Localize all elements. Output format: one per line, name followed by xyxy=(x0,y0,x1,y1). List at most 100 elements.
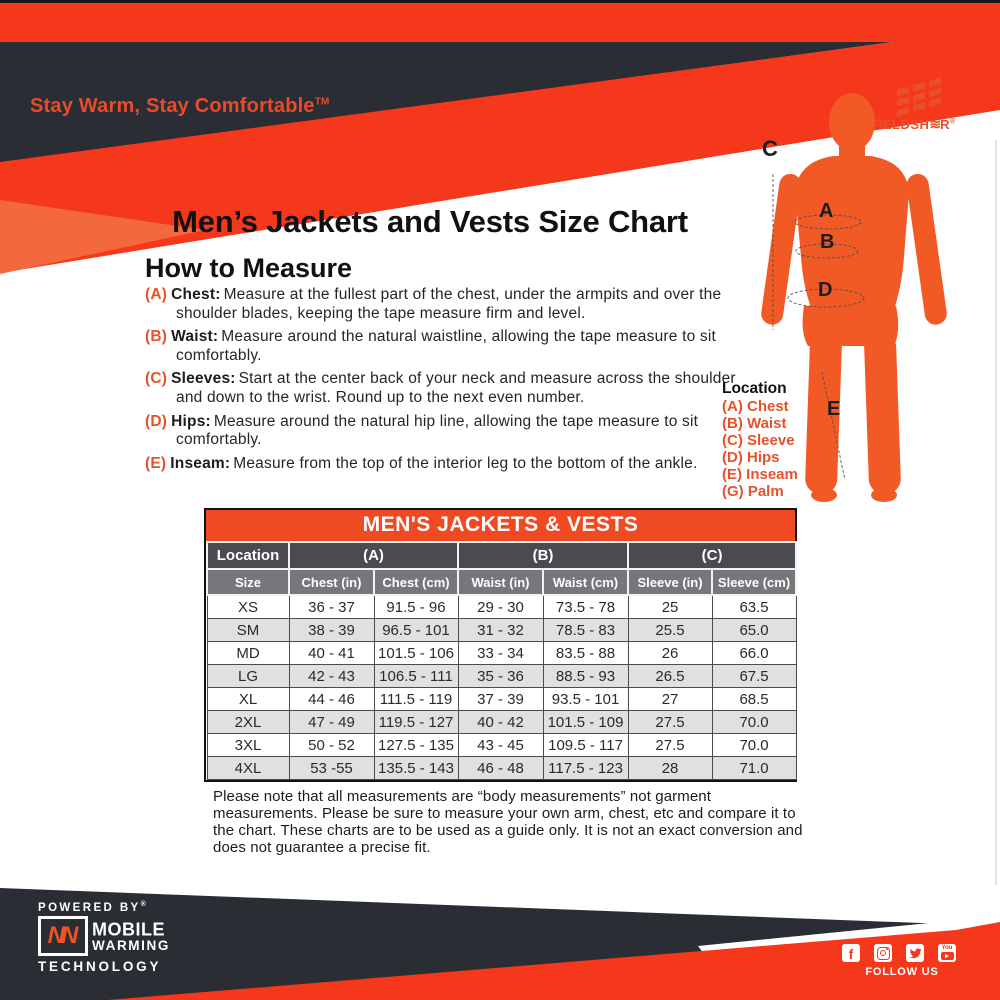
measure-item: (C) Sleeves: Start at the center back of y… xyxy=(145,370,736,406)
waist-measure-ellipse xyxy=(795,243,859,259)
legend-heading: Location xyxy=(722,380,787,397)
table-cell: 117.5 - 123 xyxy=(542,756,629,780)
table-cell: 53 -55 xyxy=(288,756,375,780)
table-cell: 67.5 xyxy=(711,664,797,688)
column-header: Size xyxy=(206,568,290,596)
measure-item: (B) Waist: Measure around the natural wais… xyxy=(145,328,717,364)
inseam-measure-line xyxy=(821,371,846,481)
twitter-bird-glyph xyxy=(909,948,922,958)
table-cell: 127.5 - 135 xyxy=(373,733,459,757)
table-row: SM 38 - 39 96.5 - 101 31 - 32 78.5 - 83 25.5 6… xyxy=(206,618,797,642)
table-cell: 3XL xyxy=(206,733,290,757)
table-cell: 68.5 xyxy=(711,687,797,711)
table-cell: 78.5 - 83 xyxy=(542,618,629,642)
column-header: Waist (in) xyxy=(457,568,545,596)
table-cell: 26 xyxy=(627,641,713,665)
table-cell: MD xyxy=(206,641,290,665)
table-cell: 66.0 xyxy=(711,641,797,665)
table-cell: 91.5 - 96 xyxy=(373,594,459,619)
mobile-warming-wordmark: MOBILE WARMING xyxy=(92,916,170,956)
group-header-b: (B) xyxy=(457,541,630,570)
instagram-camera-glyph xyxy=(876,946,890,960)
location-legend: Location (A) Chest (B) Waist (C) Sleeve (D)… xyxy=(722,380,832,500)
column-header: Chest (in) xyxy=(288,568,375,596)
column-header: Sleeve (in) xyxy=(627,568,714,596)
table-cell: 2XL xyxy=(206,710,290,734)
table-group-header-row: Location (A) (B) (C) xyxy=(206,541,798,570)
table-cell: 27.5 xyxy=(627,710,713,734)
table-cell: 47 - 49 xyxy=(288,710,375,734)
table-cell: 33 - 34 xyxy=(457,641,544,665)
youtube-icon[interactable]: You xyxy=(938,944,956,962)
table-cell: 25.5 xyxy=(627,618,713,642)
table-cell: 27.5 xyxy=(627,733,713,757)
tagline-text: Stay Warm, Stay Comfortable xyxy=(30,95,315,117)
column-header: Chest (cm) xyxy=(372,568,460,596)
table-cell: 40 - 42 xyxy=(457,710,544,734)
table-cell: 111.5 - 119 xyxy=(373,687,459,711)
column-header: Sleeve (cm) xyxy=(711,568,798,596)
powered-by-label: POWERED BY® xyxy=(38,901,170,914)
measure-item: (E) Inseam: Measure from the top of the in… xyxy=(145,454,698,472)
table-row: MD 40 - 41 101.5 - 106 33 - 34 83.5 - 88 26 66… xyxy=(206,641,797,665)
table-cell: 50 - 52 xyxy=(288,733,375,757)
youtube-play-glyph xyxy=(940,952,954,960)
size-table: MEN'S JACKETS & VESTS Location (A) (B) (… xyxy=(204,508,798,782)
page-edge-line xyxy=(995,140,997,885)
twitter-icon[interactable] xyxy=(906,944,924,962)
table-cell: 83.5 - 88 xyxy=(542,641,629,665)
table-cell: 26.5 xyxy=(627,664,713,688)
mobile-warming-nn-icon: NN xyxy=(38,915,88,956)
figure-marker-b: B xyxy=(820,231,835,253)
wordmark-warming: WARMING xyxy=(92,937,170,953)
wordmark-mobile: MOBILE xyxy=(92,918,165,940)
measure-item: (A) Chest: Measure at the fullest part of … xyxy=(145,286,722,322)
table-cell: 65.0 xyxy=(711,618,797,642)
table-cell: 101.5 - 106 xyxy=(373,641,459,665)
wordmark-technology: TECHNOLOGY xyxy=(38,958,162,974)
table-cell: 73.5 - 78 xyxy=(542,594,629,619)
legend-item: (A) Chest xyxy=(722,398,789,415)
table-body: XS 36 - 37 91.5 - 96 29 - 30 73.5 - 78 25 63.5… xyxy=(206,594,797,780)
tagline-tm: TM xyxy=(314,96,330,108)
top-black-stripe xyxy=(0,0,1000,3)
powered-by-reg: ® xyxy=(140,901,146,908)
table-row: 4XL 53 -55 135.5 - 143 46 - 48 117.5 - 123 28… xyxy=(206,756,797,780)
group-header-c: (C) xyxy=(627,541,798,570)
table-row: XL 44 - 46 111.5 - 119 37 - 39 93.5 - 101 27 6… xyxy=(206,687,797,711)
table-cell: 106.5 - 111 xyxy=(373,664,459,688)
logo-registered-mark: ® xyxy=(950,118,956,126)
table-cell: 70.0 xyxy=(711,733,797,757)
facebook-icon[interactable]: f xyxy=(842,944,860,962)
page-title: Men’s Jackets and Vests Size Chart xyxy=(172,204,688,239)
group-header-location: Location xyxy=(206,541,290,570)
table-row: 2XL 47 - 49 119.5 - 127 40 - 42 101.5 - 109 2… xyxy=(206,710,797,734)
figure-marker-c: C xyxy=(762,136,778,161)
table-cell: 28 xyxy=(627,756,713,780)
table-column-header-row: Size Chest (in) Chest (cm) Waist (in) Waist … xyxy=(206,568,798,596)
table-cell: 37 - 39 xyxy=(457,687,544,711)
logo-prefix: FIELDSH xyxy=(870,117,930,132)
brand-tagline: Stay Warm, Stay ComfortableTM xyxy=(30,95,330,118)
table-cell: 96.5 - 101 xyxy=(373,618,459,642)
instagram-icon[interactable] xyxy=(874,944,892,962)
body-silhouette-figure xyxy=(761,93,947,502)
legend-item: (E) Inseam xyxy=(722,466,798,483)
table-cell: LG xyxy=(206,664,290,688)
nn-glyph: NN xyxy=(47,921,79,949)
legend-item: (B) Waist xyxy=(722,415,787,432)
legend-item: (D) Hips xyxy=(722,449,780,466)
group-header-a: (A) xyxy=(287,541,460,570)
measure-item: (D) Hips: Measure around the natural hip l… xyxy=(145,412,699,449)
table-row: 3XL 50 - 52 127.5 - 135 43 - 45 109.5 - 117 2… xyxy=(206,733,797,757)
table-cell: 135.5 - 143 xyxy=(373,756,459,780)
table-cell: 109.5 - 117 xyxy=(542,733,629,757)
chest-measure-ellipse xyxy=(794,214,862,230)
table-cell: 63.5 xyxy=(711,594,797,619)
table-cell: 71.0 xyxy=(711,756,797,780)
youtube-you-glyph: You xyxy=(941,944,953,951)
table-cell: 119.5 - 127 xyxy=(373,710,459,734)
legend-items: (A) Chest (B) Waist (C) Sleeve (D) Hips (E) … xyxy=(722,398,832,500)
table-cell: 25 xyxy=(627,594,713,619)
